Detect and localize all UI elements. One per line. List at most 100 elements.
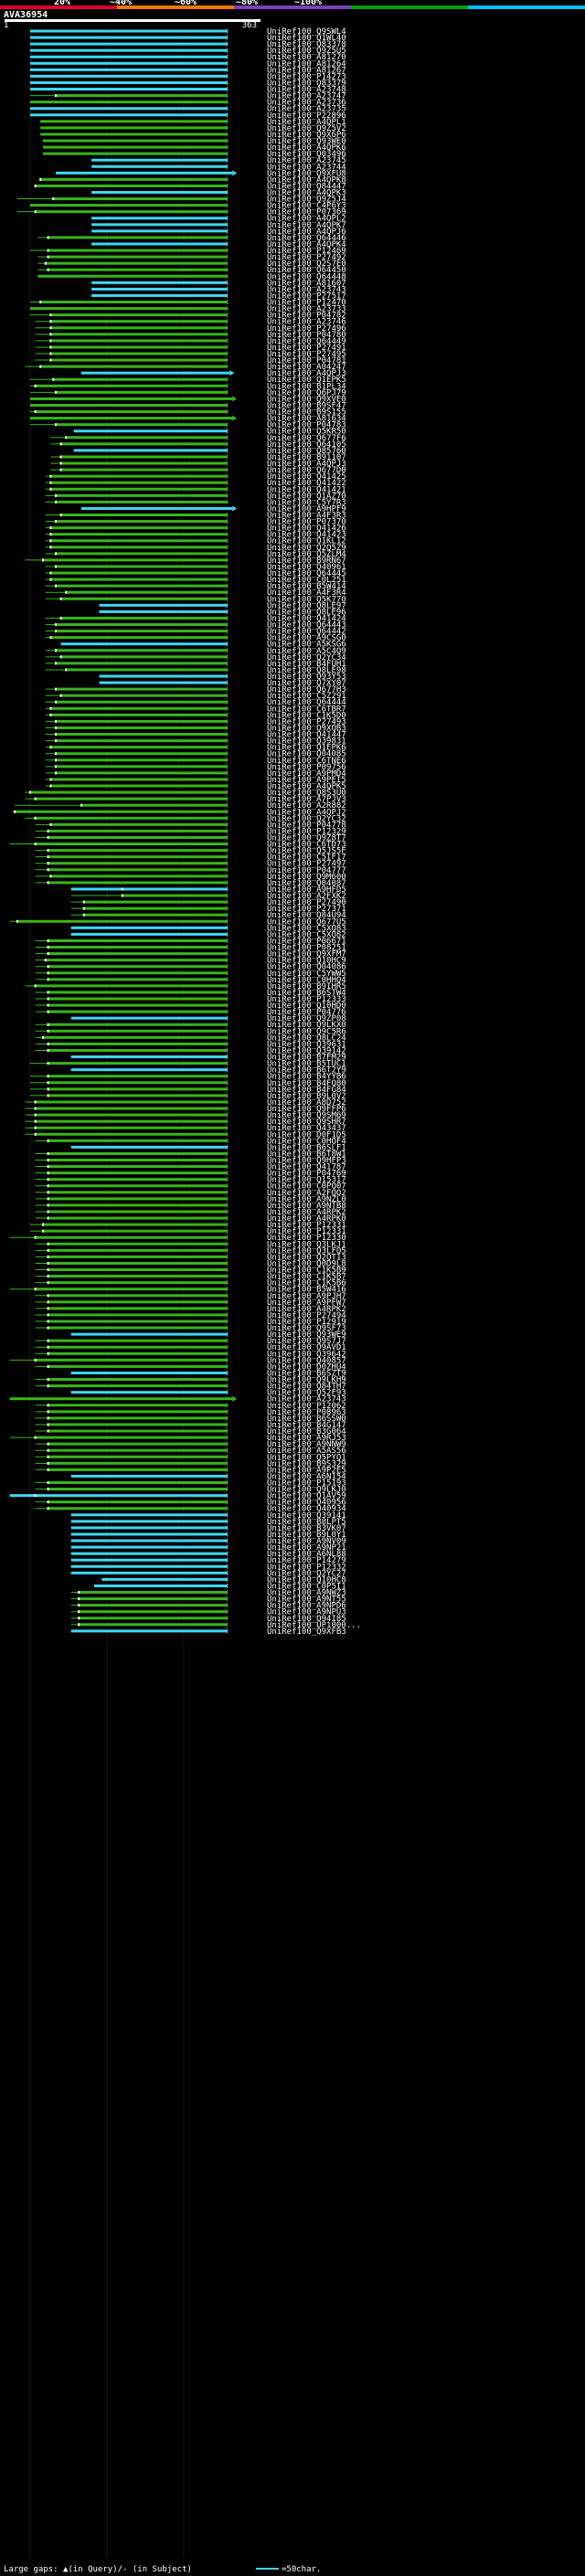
hit-row[interactable]: UniRef100_Q5ZLM4 (45, 550, 346, 559)
hit-label[interactable]: UniRef100_Q9XFU8 (267, 169, 346, 178)
hit-label[interactable]: UniRef100_Q84447 (267, 182, 346, 191)
hit-row[interactable]: UniRef100_Q39142 (35, 1046, 346, 1055)
hit-row[interactable]: UniRef100_Q9XVE0 (30, 395, 346, 404)
hit-row[interactable]: UniRef100_Q1AZ70 (45, 492, 346, 501)
hit-row[interactable]: UniRef100_A9PMD4 (45, 769, 346, 779)
hit-label[interactable]: UniRef100_UP1000... (267, 1621, 361, 1630)
hit-label[interactable]: UniRef100_B9L0V2 (267, 1092, 346, 1101)
hit-row[interactable]: UniRef100_B4G147 (35, 1421, 346, 1430)
hit-label[interactable]: UniRef100_P04781 (267, 356, 346, 366)
hit-label[interactable]: UniRef100_P12331 (267, 1221, 346, 1230)
hit-row[interactable]: UniRef100_A23733 (30, 305, 346, 314)
hit-row[interactable]: UniRef100_P27492 (37, 253, 346, 262)
hit-row[interactable]: UniRef100_A23743 (9, 1395, 346, 1405)
hit-label[interactable]: UniRef100_C5Y7R3 (267, 498, 346, 507)
hit-label[interactable]: UniRef100_Q1KL12 (267, 537, 346, 546)
hit-row[interactable]: UniRef100_B9L0Y1 (70, 1531, 346, 1540)
hit-label[interactable]: UniRef100_Q64446 (267, 234, 346, 243)
hit-label[interactable]: UniRef100_Q64448 (267, 272, 346, 281)
hit-row[interactable]: UniRef100_P27491 (35, 344, 346, 353)
hit-label[interactable]: UniRef100_A9NPD6 (267, 1602, 346, 1611)
hit-row[interactable]: UniRef100_A4RPK2 (35, 1305, 346, 1314)
hit-label[interactable]: UniRef100_A4QPK6 (267, 143, 346, 153)
hit-row[interactable]: UniRef100_A9NWZ3 (70, 1589, 346, 1598)
hit-label[interactable]: UniRef100_B9IHR5 (267, 982, 346, 991)
hit-label[interactable]: UniRef100_A81264 (267, 59, 346, 69)
hit-row[interactable]: UniRef100_Q10HC8 (101, 1575, 346, 1585)
hit-row[interactable]: UniRef100_A5AS56 (35, 1447, 346, 1456)
hit-row[interactable]: UniRef100_Q0D9L8 (35, 1259, 346, 1268)
hit-label[interactable]: UniRef100_A23744 (267, 163, 346, 172)
hit-label[interactable]: UniRef100_C1K5D0 (267, 711, 346, 720)
hit-label[interactable]: UniRef100_A23748 (267, 86, 346, 95)
hit-row[interactable]: UniRef100_Q1AV59 (9, 1492, 346, 1501)
hit-row[interactable]: UniRef100_C1K5B7 (35, 1273, 346, 1282)
hit-row[interactable]: UniRef100_P14279 (70, 1556, 346, 1565)
hit-label[interactable]: UniRef100_Q9LKX0 (267, 1021, 346, 1030)
hit-row[interactable]: UniRef100_Q41425 (45, 472, 346, 482)
hit-label[interactable]: UniRef100_B5W416 (267, 1286, 346, 1295)
hit-label[interactable]: UniRef100_A9NTB8 (267, 1202, 346, 1211)
hit-label[interactable]: UniRef100_Q677H3 (267, 685, 346, 694)
hit-label[interactable]: UniRef100_Q5K770 (267, 595, 346, 604)
hit-row[interactable]: UniRef100_A9CSG0 (45, 634, 346, 643)
hit-row[interactable]: UniRef100_A2FQQ2 (35, 1189, 346, 1198)
hit-label[interactable]: UniRef100_A23745 (267, 156, 346, 165)
hit-row[interactable]: UniRef100_A23747 (30, 92, 346, 101)
hit-row[interactable]: UniRef100_Q9XFU8 (56, 169, 346, 178)
hit-row[interactable]: UniRef100_C4P6Y3 (30, 202, 346, 211)
hit-row[interactable]: UniRef100_A5KSG6 (60, 641, 346, 650)
hit-row[interactable]: UniRef100_Q677H3 (45, 685, 346, 694)
hit-row[interactable]: UniRef100_A4QPK7 (91, 221, 346, 230)
hit-row[interactable]: UniRef100_C5IF17 (35, 853, 346, 863)
hit-label[interactable]: UniRef100_Q9SHR7 (267, 1118, 346, 1127)
hit-row[interactable]: UniRef100_Q8LE96 (99, 608, 346, 617)
hit-row[interactable]: UniRef100_Q1EPK5 (30, 376, 346, 385)
hit-row[interactable]: UniRef100_Q93WE0 (43, 137, 346, 146)
hit-label[interactable]: UniRef100_Q1AZ70 (267, 492, 346, 501)
hit-label[interactable]: UniRef100_B4FUH1 (267, 660, 346, 669)
hit-row[interactable]: UniRef100_P27490 (70, 898, 346, 907)
hit-label[interactable]: UniRef100_P09756 (267, 763, 346, 772)
hit-row[interactable]: UniRef100_Q39141 (70, 1511, 346, 1521)
hit-row[interactable]: UniRef100_Q64444 (45, 698, 346, 707)
hit-row[interactable]: UniRef100_P22896 (30, 111, 346, 121)
hit-row[interactable]: UniRef100_B6STW4 (35, 989, 346, 998)
hit-row[interactable]: UniRef100_A9PEI5 (45, 776, 346, 785)
hit-label[interactable]: UniRef100_Q64444 (267, 698, 346, 707)
hit-label[interactable]: UniRef100_A04247 (267, 363, 346, 372)
hit-row[interactable]: UniRef100_P27496 (35, 324, 346, 334)
hit-row[interactable]: UniRef100_Q677U5 (9, 917, 346, 927)
hit-row[interactable]: UniRef100_Q40961 (45, 563, 346, 572)
hit-row[interactable]: UniRef100_P08963 (35, 1408, 346, 1417)
hit-label[interactable]: UniRef100_C5XQ83 (267, 924, 346, 933)
hit-label[interactable]: UniRef100_Q64445 (267, 569, 346, 578)
hit-label[interactable]: UniRef100_A6N154 (267, 1472, 346, 1481)
hit-row[interactable]: UniRef100_Q41421 (45, 485, 346, 494)
hit-row[interactable]: UniRef100_A4QPL1 (40, 118, 346, 127)
hit-row[interactable]: UniRef100_Q6PJ79 (30, 388, 346, 398)
hit-label[interactable]: UniRef100_C0HHQ4 (267, 976, 346, 985)
hit-label[interactable]: UniRef100_Q9ZP08 (267, 1014, 346, 1023)
hit-row[interactable]: UniRef100_A7PJV3 (25, 795, 346, 804)
hit-label[interactable]: UniRef100_A4QPK8 (267, 175, 346, 185)
hit-label[interactable]: UniRef100_A9HFD5 (267, 885, 346, 895)
hit-label[interactable]: UniRef100_A81634 (267, 415, 346, 424)
hit-label[interactable]: UniRef100_A4F3R4 (267, 588, 346, 598)
hit-label[interactable]: UniRef100_C6TNE6 (267, 757, 346, 766)
hit-label[interactable]: UniRef100_Q9M600 (267, 873, 346, 882)
hit-row[interactable]: UniRef100_A23743 (91, 285, 346, 294)
hit-row[interactable]: UniRef100_Q84TH7 (35, 1383, 346, 1392)
hit-row[interactable]: UniRef100_Q10HC9 (35, 957, 346, 966)
hit-label[interactable]: UniRef100_Q1EPK5 (267, 376, 346, 385)
hit-row[interactable]: UniRef100_Q9XQB3 (45, 724, 346, 733)
hit-row[interactable]: UniRef100_B4YYB6 (30, 1073, 346, 1082)
hit-label[interactable]: UniRef100_B6SZT9 (267, 1369, 346, 1378)
hit-label[interactable]: UniRef100_Q2YC34 (267, 653, 346, 663)
hit-label[interactable]: UniRef100_Q8S3U0 (267, 789, 346, 798)
hit-row[interactable]: UniRef100_C0P5I1 (94, 1582, 346, 1591)
hit-row[interactable]: UniRef100_Q9SWL4 (30, 27, 346, 37)
hit-row[interactable]: UniRef100_A9NP21 (70, 1543, 346, 1553)
hit-row[interactable]: UniRef100_Q2Q5Z9 (45, 544, 346, 553)
hit-label[interactable]: UniRef100_C5YWW5 (267, 970, 346, 979)
